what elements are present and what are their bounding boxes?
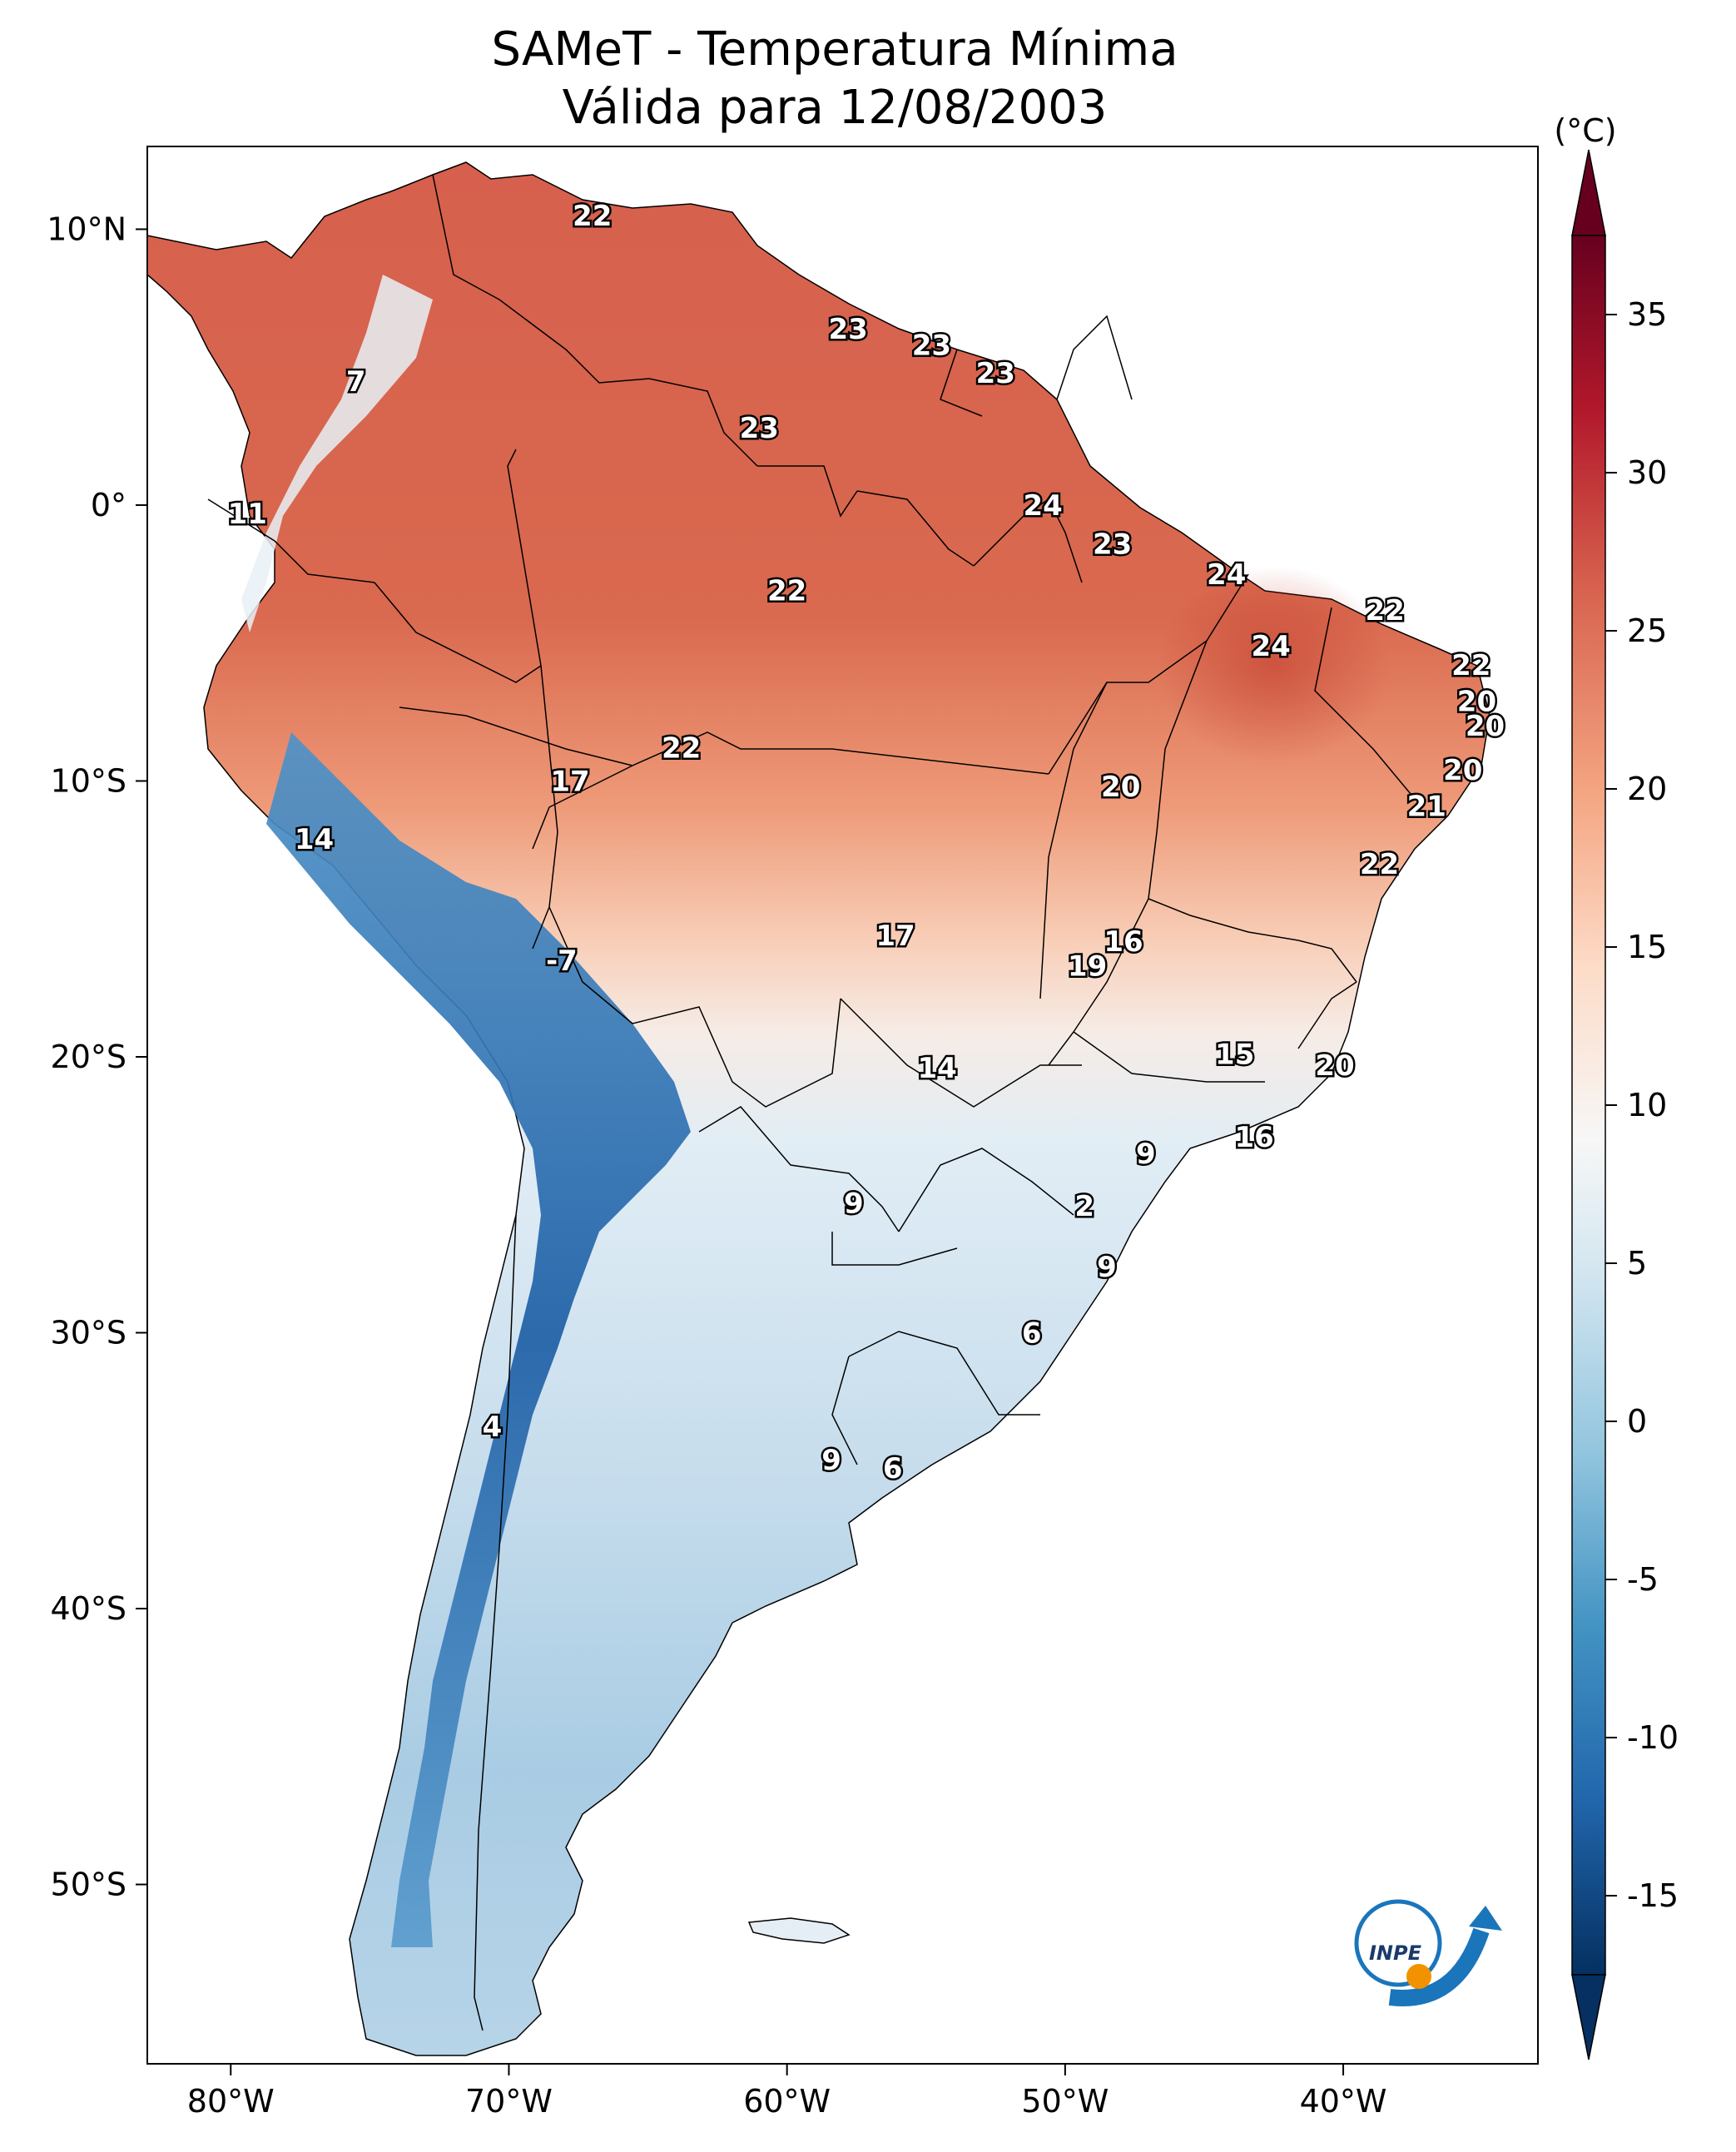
lat-tick-label: 20°S bbox=[51, 1039, 126, 1075]
station-value-label: 20 bbox=[1315, 1049, 1354, 1083]
colorbar-tick-label: 30 bbox=[1627, 454, 1667, 491]
map-title-line2: Válida para 12/08/2003 bbox=[562, 81, 1108, 135]
station-value-label: 9 bbox=[1097, 1251, 1117, 1284]
station-value-label: 20 bbox=[1457, 685, 1496, 718]
station-value-label: 22 bbox=[767, 575, 806, 608]
colorbar-bottom-extension bbox=[1571, 1974, 1606, 2060]
map-title-line1: SAMeT - Temperatura Mínima bbox=[491, 22, 1178, 77]
station-value-label: 22 bbox=[1360, 848, 1399, 881]
station-value-label: 16 bbox=[1104, 925, 1143, 959]
longitude-axis: 80°W 70°W 60°W 50°W 40°W bbox=[187, 2064, 1387, 2120]
inpe-logo: INPE bbox=[1354, 1899, 1502, 2006]
station-value-label: 20 bbox=[1443, 754, 1482, 787]
colorbar-tick-label: 15 bbox=[1627, 929, 1667, 965]
colorbar-tick-label: -15 bbox=[1627, 1877, 1679, 1914]
station-value-label: 4 bbox=[483, 1411, 503, 1444]
station-value-label: 22 bbox=[662, 732, 701, 766]
colorbar-tick-label: 20 bbox=[1627, 771, 1667, 807]
lon-tick-label: 60°W bbox=[743, 2083, 831, 2120]
lat-tick-label: 10°N bbox=[47, 211, 126, 247]
station-value-label: 17 bbox=[875, 920, 915, 953]
station-value-label: 21 bbox=[1407, 790, 1446, 823]
station-value-label: 24 bbox=[1023, 489, 1062, 523]
northeast-hot-spot bbox=[1157, 566, 1390, 766]
station-value-label: 17 bbox=[550, 765, 589, 798]
lon-tick-label: 50°W bbox=[1021, 2083, 1109, 2120]
colorbar-unit-label: (°C) bbox=[1554, 112, 1616, 149]
northern-andes-cold-strip bbox=[241, 275, 433, 632]
inpe-logo-text: INPE bbox=[1369, 1941, 1422, 1965]
colorbar-tick-label: 0 bbox=[1627, 1403, 1647, 1440]
lat-tick-label: 10°S bbox=[51, 762, 126, 799]
inpe-logo-ring bbox=[1354, 1899, 1442, 1987]
lon-tick-label: 80°W bbox=[187, 2083, 275, 2120]
inpe-logo-arrow-icon bbox=[1469, 1906, 1502, 1931]
country-borders bbox=[207, 174, 1416, 2031]
station-value-label: 23 bbox=[740, 412, 779, 445]
falkland-islands bbox=[747, 1917, 851, 1944]
station-value-label: 23 bbox=[1093, 528, 1132, 561]
station-value-label: 22 bbox=[573, 200, 612, 233]
station-value-label: -7 bbox=[546, 945, 578, 978]
station-value-label: 20 bbox=[1101, 771, 1140, 804]
colorbar-tick-label: 25 bbox=[1627, 612, 1667, 649]
colorbar-tick-label: 35 bbox=[1627, 296, 1667, 333]
colorbar-tick-label: 5 bbox=[1627, 1245, 1647, 1282]
station-value-label: 11 bbox=[228, 498, 267, 531]
inpe-logo-dot bbox=[1406, 1964, 1431, 1989]
lon-tick-label: 70°W bbox=[465, 2083, 553, 2120]
colorbar-tick-label: 10 bbox=[1627, 1087, 1667, 1123]
lat-tick-label: 40°S bbox=[51, 1590, 126, 1627]
station-value-label: 2 bbox=[1074, 1190, 1094, 1223]
station-value-label: 6 bbox=[1022, 1316, 1042, 1350]
station-value-label: 20 bbox=[1466, 710, 1505, 743]
lon-tick-label: 40°W bbox=[1300, 2083, 1387, 2120]
station-value-label: 7 bbox=[346, 365, 366, 399]
andes-cold-region bbox=[266, 732, 691, 1947]
colorbar-ticks: 35 30 25 20 15 10 5 0 -5 -10 -15 bbox=[1605, 296, 1679, 1914]
station-value-label: 23 bbox=[912, 330, 951, 363]
colorbar-tick-label: -5 bbox=[1627, 1561, 1659, 1598]
station-value-label: 22 bbox=[1366, 594, 1405, 627]
station-value-label: 15 bbox=[1215, 1039, 1254, 1072]
colorbar: (°C) 35 30 25 20 15 10 5 0 -5 -10 -15 bbox=[1554, 112, 1679, 2060]
lat-tick-label: 50°S bbox=[51, 1867, 126, 1903]
station-value-label: 22 bbox=[1451, 649, 1490, 682]
station-value-label: 24 bbox=[1252, 630, 1291, 663]
station-value-label: 23 bbox=[829, 313, 868, 346]
lat-tick-label: 0° bbox=[91, 487, 126, 523]
station-value-label: 14 bbox=[917, 1052, 956, 1085]
station-value-label: 9 bbox=[821, 1444, 841, 1477]
station-value-label: 23 bbox=[976, 357, 1015, 390]
station-value-label: 9 bbox=[1136, 1138, 1156, 1171]
lat-tick-label: 30°S bbox=[51, 1314, 126, 1351]
colorbar-tick-label: -10 bbox=[1627, 1719, 1679, 1756]
inpe-logo-swoosh bbox=[1388, 1927, 1490, 2006]
station-value-label: 6 bbox=[883, 1452, 903, 1485]
latitude-axis: 10°N 0° 10°S 20°S 30°S 40°S 50°S bbox=[47, 211, 147, 1903]
colorbar-gradient bbox=[1571, 235, 1606, 1976]
station-value-label: 19 bbox=[1068, 950, 1107, 984]
station-value-label: 24 bbox=[1207, 558, 1246, 592]
colorbar-top-extension bbox=[1571, 149, 1606, 236]
station-value-label: 14 bbox=[295, 823, 334, 856]
station-value-label: 16 bbox=[1234, 1121, 1273, 1154]
station-value-label: 9 bbox=[844, 1188, 864, 1221]
